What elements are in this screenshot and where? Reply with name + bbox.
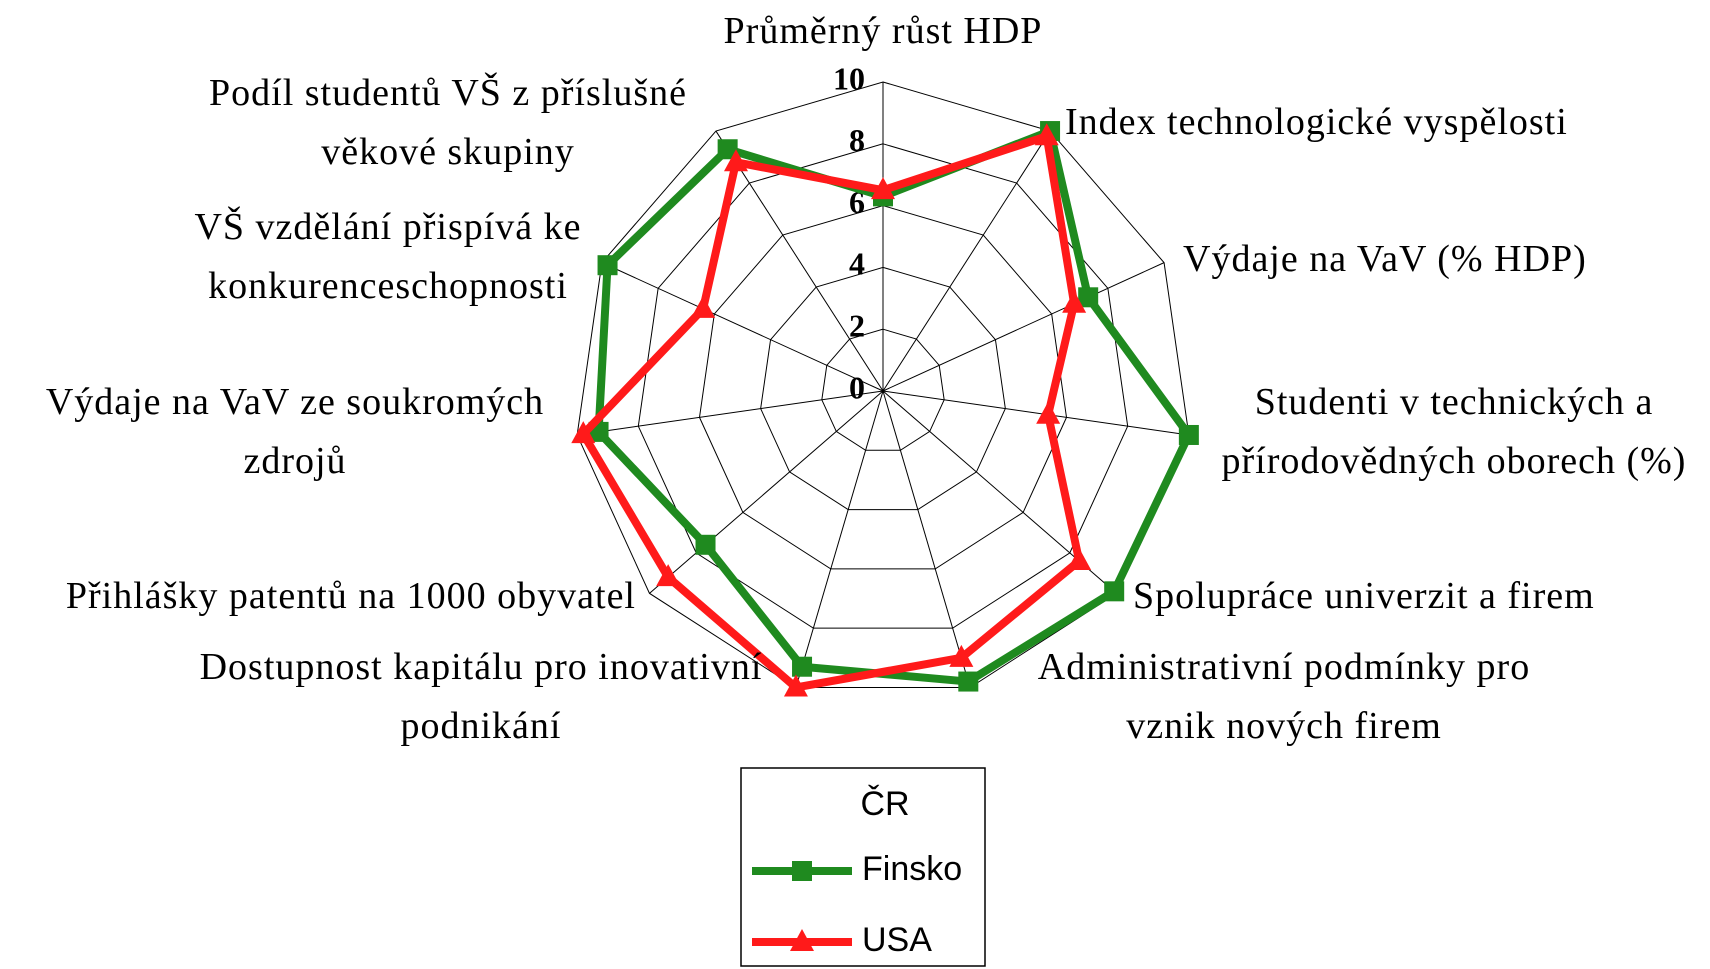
spoke <box>882 390 971 688</box>
marker <box>1178 424 1199 445</box>
marker <box>792 656 813 677</box>
axis-label: Výdaje na VaV (% HDP) <box>1183 238 1587 280</box>
series-line <box>594 127 1193 686</box>
legend-title: ČR <box>860 785 909 823</box>
marker <box>695 534 716 555</box>
marker <box>1067 547 1092 570</box>
legend-marker <box>792 861 812 881</box>
marker <box>958 671 979 692</box>
series <box>588 121 1199 692</box>
tick-label: 10 <box>833 60 865 96</box>
axis-label: Výdaje na VaV ze soukromých zdrojů <box>45 381 545 482</box>
marker <box>949 644 974 667</box>
legend-label: Finsko <box>862 850 962 888</box>
marker <box>1034 123 1059 146</box>
marker <box>1104 581 1125 602</box>
marker <box>717 139 738 160</box>
grid-ring <box>821 328 945 451</box>
marker <box>1036 401 1061 424</box>
marker <box>871 177 895 200</box>
marker <box>691 295 716 318</box>
series <box>571 123 1092 697</box>
spoke <box>882 130 1051 392</box>
axis-label: Studenti v technických a přírodovědných … <box>1221 381 1687 482</box>
series-line <box>579 132 1084 692</box>
marker <box>1062 290 1087 313</box>
axis-label: VŠ vzdělání přispívá ke konkurenceschopn… <box>194 206 582 307</box>
marker <box>597 255 618 276</box>
grid-ring <box>576 81 1190 688</box>
axis-label: Dostupnost kapitálu pro inovativní podni… <box>199 646 763 747</box>
axis-label: Index technologické vyspělosti <box>1065 101 1568 143</box>
axis-label: Průměrný růst HDP <box>723 10 1043 52</box>
grid-ring <box>637 143 1129 629</box>
spoke <box>601 262 884 392</box>
grid <box>576 81 1190 688</box>
spoke <box>649 390 884 594</box>
spoke <box>715 130 884 392</box>
marker <box>723 149 748 172</box>
spoke <box>882 262 1165 392</box>
grid-ring <box>698 205 1068 570</box>
spoke <box>882 390 1189 436</box>
marker <box>571 421 596 444</box>
tick-label: 2 <box>849 308 865 344</box>
spoke <box>577 390 884 436</box>
axis-label: Spolupráce univerzit a firem <box>1133 575 1595 617</box>
axis-label: Přihlášky patentů na 1000 obyvatel <box>65 575 636 617</box>
axis-label: Administrativní podmínky pro vznik novýc… <box>1037 646 1531 747</box>
spoke <box>795 390 884 688</box>
tick-label: 8 <box>849 122 865 158</box>
marker <box>1078 287 1099 308</box>
marker <box>783 674 808 697</box>
tick-label: 0 <box>849 369 865 405</box>
marker <box>656 564 681 587</box>
legend-label: USA <box>862 921 932 959</box>
axis-label: Podíl studentů VŠ z příslušné věkové sku… <box>209 72 687 173</box>
legend-marker <box>790 929 814 951</box>
grid-ring <box>760 266 1006 511</box>
tick-label: 4 <box>849 246 865 282</box>
